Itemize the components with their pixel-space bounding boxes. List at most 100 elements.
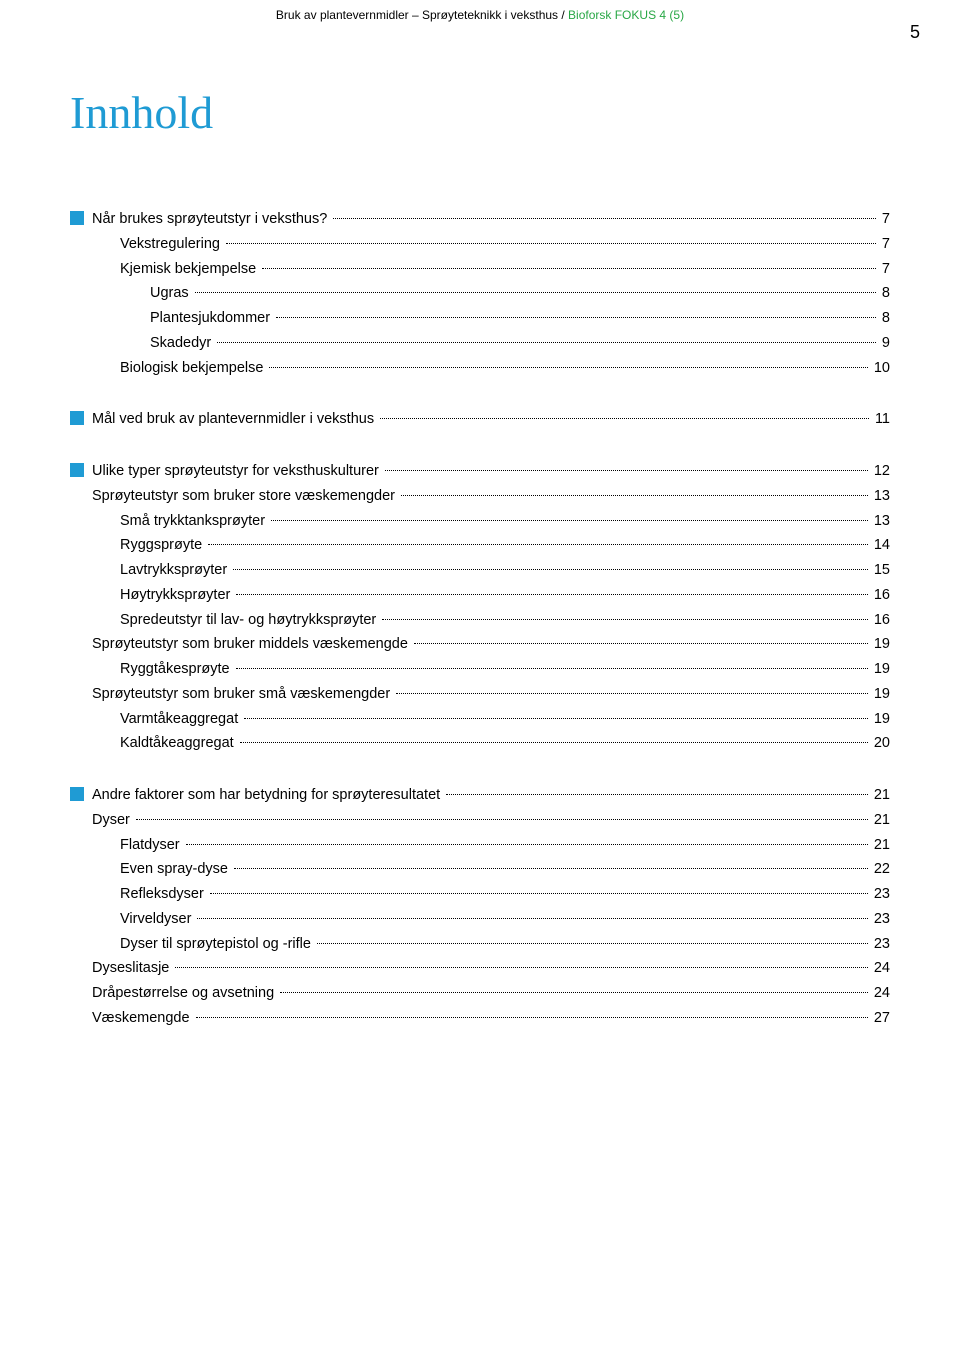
toc-label: Plantesjukdommer — [150, 308, 274, 330]
toc-page: 23 — [870, 884, 890, 906]
toc-label: Dyser — [92, 810, 134, 832]
dot-leader — [276, 317, 876, 318]
dot-leader — [236, 594, 868, 595]
toc-entry: Kaldtåkeaggregat20 — [70, 733, 890, 755]
toc-entry: Ryggsprøyte 14 — [70, 535, 890, 557]
dot-leader — [262, 268, 876, 269]
toc-entry: Ulike typer sprøyteutstyr for veksthusku… — [70, 461, 890, 483]
toc-entry: Refleksdyser23 — [70, 884, 890, 906]
toc-label: Dyseslitasje — [92, 958, 173, 980]
toc-page: 7 — [878, 234, 890, 256]
toc-entry: Ryggtåkesprøyte 19 — [70, 659, 890, 681]
dot-leader — [240, 742, 868, 743]
toc-group: Andre faktorer som har betydning for spr… — [70, 785, 890, 1030]
toc-label: Sprøyteutstyr som bruker små væskemengde… — [92, 684, 394, 706]
toc-label: Dråpestørrelse og avsetning — [92, 983, 278, 1005]
toc-label: Even spray-dyse — [120, 859, 232, 881]
toc-page: 9 — [878, 333, 890, 355]
toc-entry: Andre faktorer som har betydning for spr… — [70, 785, 890, 807]
toc-page: 16 — [870, 585, 890, 607]
toc-label: Kjemisk bekjempelse — [120, 259, 260, 281]
dot-leader — [385, 470, 868, 471]
toc-page: 19 — [870, 659, 890, 681]
toc-page: 14 — [870, 535, 890, 557]
dot-leader — [446, 794, 868, 795]
dot-leader — [175, 967, 868, 968]
toc-group: Når brukes sprøyteutstyr i veksthus?7Vek… — [70, 209, 890, 379]
toc-entry: Sprøyteutstyr som bruker store væskemeng… — [70, 486, 890, 508]
running-header: Bruk av plantevernmidler – Sprøyteteknik… — [70, 0, 890, 26]
toc-entry: Høytrykksprøyter16 — [70, 585, 890, 607]
toc-page: 7 — [878, 209, 890, 231]
dot-leader — [226, 243, 876, 244]
dot-leader — [234, 868, 868, 869]
toc-label: Andre faktorer som har betydning for spr… — [92, 785, 444, 807]
toc-page: 20 — [870, 733, 890, 755]
toc-label: Virveldyser — [120, 909, 195, 931]
toc-entry: Varmtåkeaggregat19 — [70, 709, 890, 731]
toc-page: 16 — [870, 610, 890, 632]
dot-leader — [269, 367, 867, 368]
toc-page: 10 — [870, 358, 890, 380]
toc-page: 7 — [878, 259, 890, 281]
toc-entry: Virveldyser 23 — [70, 909, 890, 931]
toc-label: Små trykktanksprøyter — [120, 511, 269, 533]
toc-page: 21 — [870, 785, 890, 807]
toc-entry: Skadedyr 9 — [70, 333, 890, 355]
toc-label: Væskemengde — [92, 1008, 194, 1030]
toc-label: Ugras — [150, 283, 193, 305]
toc-label: Når brukes sprøyteutstyr i veksthus? — [92, 209, 331, 231]
toc-entry: Vekstregulering7 — [70, 234, 890, 256]
dot-leader — [317, 943, 868, 944]
dot-leader — [196, 1017, 868, 1018]
toc-page: 15 — [870, 560, 890, 582]
toc-entry: Kjemisk bekjempelse 7 — [70, 259, 890, 281]
toc-label: Ryggtåkesprøyte — [120, 659, 234, 681]
toc-group: Mål ved bruk av plantevernmidler i vekst… — [70, 409, 890, 431]
toc-label: Sprøyteutstyr som bruker middels væskeme… — [92, 634, 412, 656]
dot-leader — [236, 668, 868, 669]
toc-entry: Biologisk bekjempelse 10 — [70, 358, 890, 380]
toc-page: 8 — [878, 283, 890, 305]
dot-leader — [244, 718, 868, 719]
toc-label: Varmtåkeaggregat — [120, 709, 242, 731]
toc-page: 12 — [870, 461, 890, 483]
toc-entry: Når brukes sprøyteutstyr i veksthus? 7 — [70, 209, 890, 231]
toc-label: Biologisk bekjempelse — [120, 358, 267, 380]
toc-label: Flatdyser — [120, 835, 184, 857]
dot-leader — [271, 520, 868, 521]
toc-page: 19 — [870, 684, 890, 706]
dot-leader — [136, 819, 868, 820]
toc-page: 11 — [871, 409, 890, 431]
toc-entry: Små trykktanksprøyter 13 — [70, 511, 890, 533]
toc-entry: Sprøyteutstyr som bruker middels væskeme… — [70, 634, 890, 656]
dot-leader — [233, 569, 868, 570]
dot-leader — [186, 844, 868, 845]
toc-entry: Mål ved bruk av plantevernmidler i vekst… — [70, 409, 890, 431]
toc-page: 24 — [870, 958, 890, 980]
toc-page: 13 — [870, 511, 890, 533]
square-bullet-icon — [70, 211, 84, 225]
dot-leader — [382, 619, 868, 620]
toc-entry: Ugras 8 — [70, 283, 890, 305]
dot-leader — [210, 893, 868, 894]
toc-label: Ulike typer sprøyteutstyr for veksthusku… — [92, 461, 383, 483]
toc-label: Skadedyr — [150, 333, 215, 355]
dot-leader — [195, 292, 876, 293]
toc-page: 23 — [870, 909, 890, 931]
table-of-contents: Når brukes sprøyteutstyr i veksthus?7Vek… — [70, 209, 890, 1030]
toc-page: 19 — [870, 634, 890, 656]
square-bullet-icon — [70, 411, 84, 425]
toc-label: Ryggsprøyte — [120, 535, 206, 557]
dot-leader — [396, 693, 868, 694]
toc-page: 24 — [870, 983, 890, 1005]
toc-entry: Dyser til sprøytepistol og -rifle23 — [70, 934, 890, 956]
toc-page: 21 — [870, 810, 890, 832]
toc-label: Sprøyteutstyr som bruker store væskemeng… — [92, 486, 399, 508]
toc-entry: Dyser 21 — [70, 810, 890, 832]
toc-entry: Væskemengde 27 — [70, 1008, 890, 1030]
toc-page: 27 — [870, 1008, 890, 1030]
toc-label: Mål ved bruk av plantevernmidler i vekst… — [92, 409, 378, 431]
toc-page: 23 — [870, 934, 890, 956]
dot-leader — [208, 544, 868, 545]
